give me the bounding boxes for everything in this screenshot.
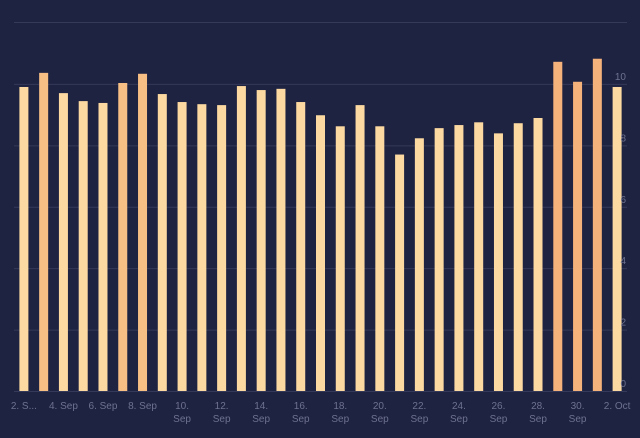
x-tick-label: 26. Sep: [490, 401, 508, 425]
bar: [573, 81, 583, 391]
bar: [493, 133, 503, 391]
bar: [276, 88, 286, 391]
bar: [98, 102, 108, 391]
x-tick-label: 6. Sep: [89, 401, 118, 412]
bar: [256, 90, 266, 391]
bar: [612, 86, 622, 392]
x-tick-label: 10. Sep: [173, 401, 191, 425]
bar: [375, 126, 385, 392]
bar: [78, 101, 88, 391]
x-tick-label: 12. Sep: [213, 401, 231, 425]
y-tick-label: 10: [615, 72, 627, 83]
x-tick-label: 16. Sep: [292, 401, 310, 425]
y-tick-label: 0: [620, 379, 626, 390]
y-tick-label: 2: [620, 318, 626, 329]
x-tick-label: 28. Sep: [529, 401, 547, 425]
x-tick-label: 24. Sep: [450, 401, 468, 425]
bar: [553, 61, 563, 391]
x-tick-label: 4. Sep: [49, 401, 78, 412]
bar: [335, 126, 345, 392]
bar: [395, 154, 405, 391]
x-tick-label: 14. Sep: [252, 401, 270, 425]
bar: [39, 72, 49, 391]
y-tick-label: 4: [620, 256, 626, 267]
x-tick-label: 8. Sep: [128, 401, 157, 412]
bar: [157, 94, 167, 391]
bar: [296, 102, 306, 392]
x-tick-label: 30. Sep: [569, 401, 587, 425]
bar: [19, 86, 29, 392]
y-tick-label: 6: [620, 195, 626, 206]
bar: [236, 86, 246, 391]
bar: [474, 122, 484, 391]
bar: [118, 82, 128, 391]
bar: [414, 138, 424, 391]
y-tick-label: 8: [620, 133, 626, 144]
x-tick-label: 2. S...: [11, 401, 37, 412]
bar: [58, 93, 68, 392]
bar: [197, 104, 207, 391]
x-tick-label: 18. Sep: [331, 401, 349, 425]
bar: [533, 118, 543, 391]
x-tick-label: 22. Sep: [410, 401, 428, 425]
bar: [592, 58, 602, 391]
bar: [177, 102, 187, 392]
x-tick-label: 20. Sep: [371, 401, 389, 425]
bar: [434, 128, 444, 392]
bar: [316, 115, 325, 391]
bar: [454, 125, 464, 392]
bar: [513, 123, 523, 392]
bar: [217, 105, 227, 392]
bar: [355, 105, 365, 392]
bar: [138, 73, 148, 392]
x-tick-label: 2. Oct: [604, 401, 631, 412]
